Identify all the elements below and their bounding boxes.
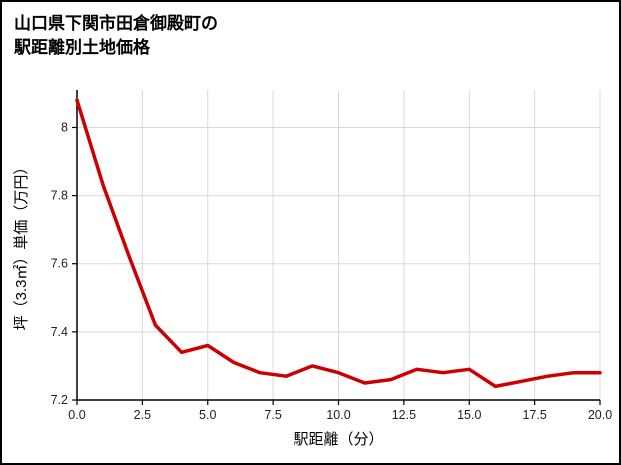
chart-title-line1: 山口県下関市田倉御殿町の [14,14,218,33]
svg-text:7.8: 7.8 [51,189,68,203]
svg-text:17.5: 17.5 [522,408,546,422]
svg-text:0.0: 0.0 [68,408,85,422]
svg-text:10.0: 10.0 [326,408,350,422]
y-axis-label: 坪（3.3㎡）単価（万円） [13,160,30,331]
price-line-series [75,98,602,389]
chart-title-line2: 駅距離別土地価格 [14,37,150,57]
svg-text:15.0: 15.0 [457,408,481,422]
svg-text:2.5: 2.5 [134,408,151,422]
svg-text:7.4: 7.4 [51,325,68,339]
svg-text:5.0: 5.0 [199,408,216,422]
svg-text:8: 8 [61,120,68,134]
chart-title: 山口県下関市田倉御殿町の 駅距離別土地価格 [14,12,218,60]
x-axis-label: 駅距離（分） [293,430,383,448]
svg-text:20.0: 20.0 [588,408,612,422]
svg-text:7.6: 7.6 [51,257,68,271]
svg-text:7.5: 7.5 [264,408,281,422]
svg-text:7.2: 7.2 [51,393,68,407]
svg-text:12.5: 12.5 [392,408,416,422]
